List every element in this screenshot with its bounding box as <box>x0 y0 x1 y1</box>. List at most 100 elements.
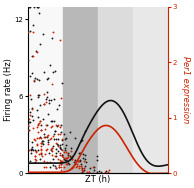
Point <box>79 160 82 163</box>
Point <box>29 113 32 116</box>
Point <box>49 161 52 164</box>
Point <box>40 151 43 154</box>
Point <box>79 158 82 161</box>
Point <box>61 155 64 158</box>
Point <box>31 23 34 26</box>
Point <box>63 148 66 151</box>
Point <box>38 137 41 140</box>
Point <box>53 164 56 167</box>
Point <box>39 152 42 155</box>
Point <box>41 33 44 36</box>
Point <box>59 125 62 128</box>
Point <box>31 106 34 109</box>
Point <box>48 165 51 168</box>
Y-axis label: Per1 expression: Per1 expression <box>181 56 190 124</box>
Point <box>59 39 62 42</box>
Point <box>32 149 35 152</box>
Point <box>38 79 41 82</box>
Point <box>49 119 52 122</box>
Point <box>37 6 40 9</box>
Point <box>30 108 34 111</box>
Point <box>42 135 45 138</box>
Point <box>37 94 40 97</box>
Point <box>51 147 54 150</box>
Point <box>65 157 68 160</box>
Point <box>61 149 64 152</box>
Point <box>81 168 84 171</box>
Point <box>29 5 32 8</box>
Point <box>51 158 54 161</box>
Point <box>36 124 39 127</box>
Bar <box>28 7 63 174</box>
Point <box>59 162 62 165</box>
Point <box>58 145 61 148</box>
Point <box>30 72 34 75</box>
Point <box>40 149 43 152</box>
Point <box>54 137 57 140</box>
Point <box>30 140 33 143</box>
Point <box>91 172 94 175</box>
Point <box>71 158 74 161</box>
Point <box>61 154 64 157</box>
Point <box>56 144 60 147</box>
Point <box>81 156 85 159</box>
Point <box>92 165 95 168</box>
Point <box>58 151 61 154</box>
Point <box>80 164 83 168</box>
Point <box>67 153 70 156</box>
Point <box>53 119 56 122</box>
Point <box>35 144 38 147</box>
Point <box>96 170 99 173</box>
Point <box>59 154 62 157</box>
Point <box>40 142 43 145</box>
Point <box>28 120 31 123</box>
Point <box>99 172 102 175</box>
Point <box>76 164 79 167</box>
Point <box>46 160 49 163</box>
Point <box>81 170 84 173</box>
Point <box>28 159 31 162</box>
Point <box>39 124 42 127</box>
Bar <box>133 7 168 174</box>
Point <box>67 162 70 165</box>
Point <box>27 129 30 132</box>
Point <box>73 159 76 162</box>
Point <box>53 154 56 157</box>
Point <box>28 110 31 113</box>
Point <box>60 160 63 163</box>
Point <box>46 138 49 141</box>
Point <box>54 129 57 132</box>
Point <box>31 54 35 57</box>
Point <box>42 159 45 162</box>
Point <box>64 162 68 165</box>
Point <box>34 77 37 80</box>
Point <box>65 157 68 160</box>
Point <box>39 129 42 132</box>
Point <box>57 166 61 169</box>
Point <box>50 98 53 101</box>
Point <box>36 5 39 8</box>
Point <box>34 151 37 154</box>
Point <box>57 133 60 136</box>
Point <box>83 166 86 169</box>
Point <box>84 157 87 160</box>
Point <box>76 162 79 165</box>
Point <box>33 154 36 157</box>
Point <box>47 112 50 115</box>
Point <box>56 125 59 128</box>
Point <box>56 144 60 147</box>
Point <box>34 157 37 160</box>
Point <box>41 139 44 143</box>
Point <box>77 159 81 162</box>
Point <box>65 136 68 139</box>
Point <box>69 154 72 157</box>
Point <box>62 132 65 135</box>
Point <box>33 154 36 157</box>
Point <box>33 79 36 82</box>
Point <box>69 147 72 150</box>
Point <box>51 147 54 150</box>
Point <box>55 142 58 145</box>
Point <box>83 154 86 157</box>
Point <box>61 160 64 163</box>
Point <box>83 129 87 132</box>
